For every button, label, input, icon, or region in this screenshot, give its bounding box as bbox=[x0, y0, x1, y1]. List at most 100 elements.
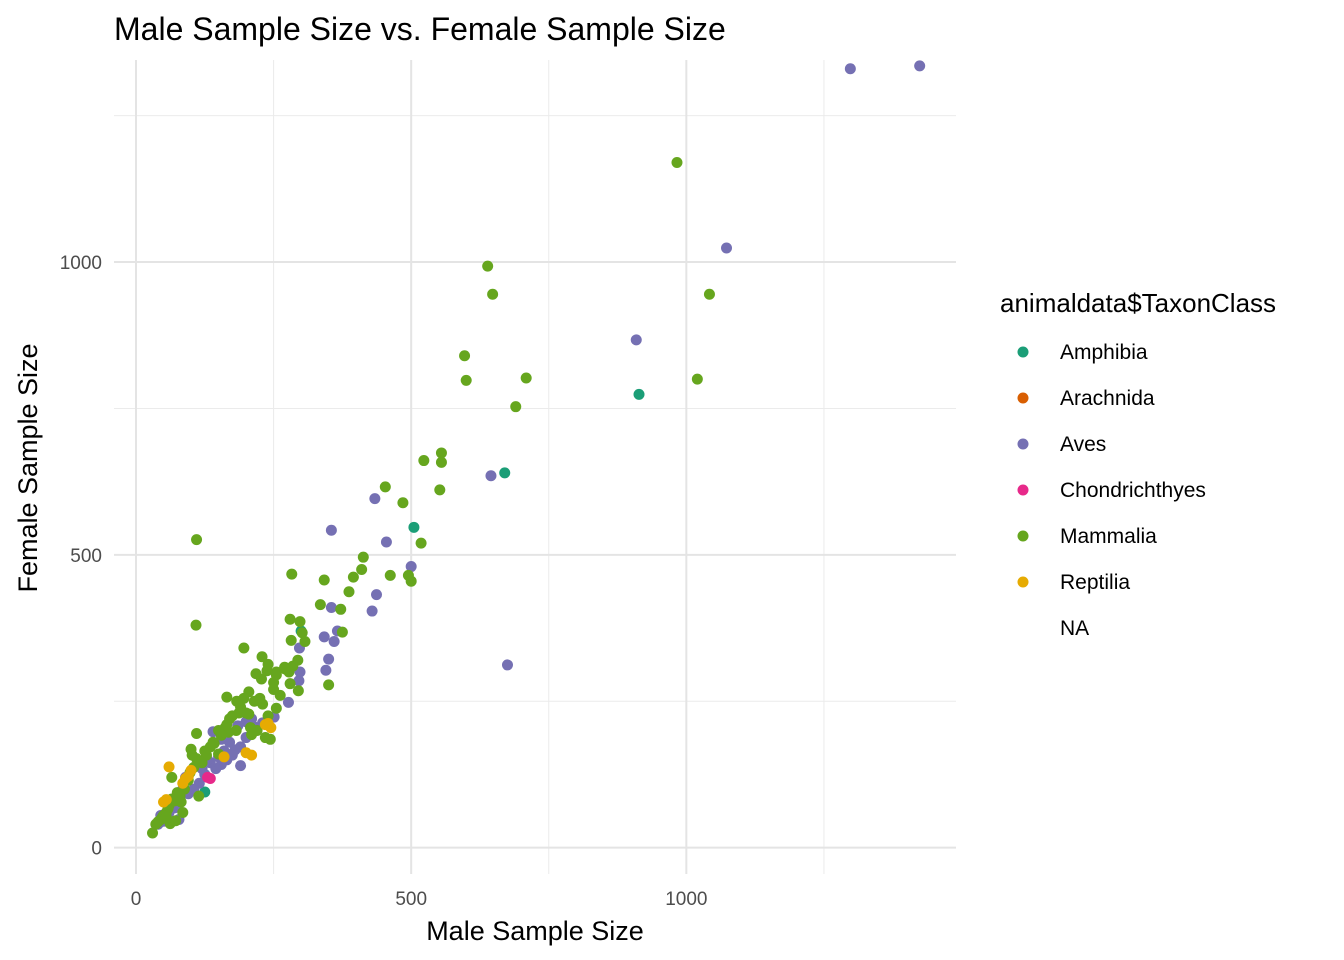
data-point bbox=[328, 636, 340, 648]
legend-key-marker bbox=[1017, 438, 1029, 450]
data-point bbox=[357, 551, 369, 563]
data-point bbox=[240, 707, 252, 719]
data-point bbox=[485, 470, 497, 482]
data-point bbox=[487, 288, 499, 300]
data-point bbox=[460, 374, 472, 386]
data-point bbox=[347, 571, 359, 583]
data-point bbox=[405, 575, 417, 587]
data-point bbox=[294, 616, 306, 628]
data-point bbox=[284, 678, 296, 690]
data-point bbox=[150, 818, 162, 830]
data-point bbox=[691, 373, 703, 385]
data-point bbox=[323, 679, 335, 691]
legend-label: Chondrichthyes bbox=[1060, 479, 1206, 502]
data-point bbox=[336, 626, 348, 638]
data-point bbox=[343, 586, 355, 598]
data-point bbox=[325, 524, 337, 536]
data-point bbox=[202, 771, 214, 783]
data-point bbox=[434, 484, 446, 496]
y-tick-label: 500 bbox=[70, 546, 102, 567]
legend-label: Amphibia bbox=[1060, 341, 1148, 364]
data-point bbox=[510, 401, 522, 413]
data-point bbox=[166, 771, 178, 783]
data-point bbox=[379, 481, 391, 493]
data-point bbox=[520, 372, 532, 384]
data-point bbox=[235, 760, 247, 772]
data-point bbox=[285, 634, 297, 646]
data-point bbox=[415, 537, 427, 549]
data-point bbox=[238, 642, 250, 654]
data-point bbox=[284, 613, 296, 625]
data-point bbox=[418, 455, 430, 467]
data-point bbox=[270, 702, 282, 714]
data-point bbox=[259, 719, 271, 731]
data-point bbox=[256, 651, 268, 663]
data-point bbox=[163, 761, 175, 773]
legend-key-marker bbox=[1017, 346, 1029, 358]
data-point bbox=[408, 521, 420, 533]
x-tick-label: 0 bbox=[131, 889, 142, 910]
data-points bbox=[147, 60, 926, 839]
legend-label: Aves bbox=[1060, 433, 1106, 456]
data-point bbox=[844, 63, 856, 75]
data-point bbox=[435, 456, 447, 468]
data-point bbox=[199, 745, 211, 757]
plot-gridlines bbox=[114, 60, 956, 874]
data-point bbox=[174, 790, 186, 802]
data-point bbox=[264, 733, 276, 745]
data-point bbox=[459, 350, 471, 362]
legend-title: animaldata$TaxonClass bbox=[1000, 288, 1276, 318]
data-point bbox=[371, 589, 383, 601]
y-axis-tick-labels: 0 500 1000 bbox=[60, 253, 102, 860]
data-point bbox=[186, 749, 198, 761]
data-point bbox=[369, 493, 381, 505]
data-point bbox=[270, 669, 282, 681]
legend-label: Arachnida bbox=[1060, 387, 1155, 410]
data-point bbox=[282, 696, 294, 708]
legend-key-marker bbox=[1017, 392, 1029, 404]
data-point bbox=[244, 722, 256, 734]
data-point bbox=[397, 497, 409, 509]
data-point bbox=[314, 599, 326, 611]
data-point bbox=[435, 447, 447, 459]
data-point bbox=[224, 736, 236, 748]
legend-label: Reptilia bbox=[1060, 571, 1130, 594]
data-point bbox=[501, 659, 513, 671]
data-point bbox=[318, 631, 330, 643]
data-point bbox=[158, 796, 170, 808]
legend: Amphibia Arachnida Aves Chondrichthyes Mamma… bbox=[1017, 341, 1206, 640]
legend-key-marker bbox=[1017, 576, 1029, 588]
data-point bbox=[170, 815, 182, 827]
data-point bbox=[405, 561, 417, 573]
data-point bbox=[250, 668, 262, 680]
x-tick-label: 500 bbox=[395, 889, 427, 910]
data-point bbox=[335, 603, 347, 615]
data-point bbox=[356, 563, 368, 575]
y-tick-label: 1000 bbox=[60, 253, 102, 274]
data-point bbox=[292, 685, 304, 697]
data-point bbox=[262, 710, 274, 722]
data-point bbox=[191, 534, 203, 546]
data-point bbox=[721, 242, 733, 254]
data-point bbox=[254, 692, 266, 704]
data-point bbox=[323, 653, 335, 665]
legend-label: Mammalia bbox=[1060, 525, 1157, 548]
data-point bbox=[240, 747, 252, 759]
data-point bbox=[703, 288, 715, 300]
data-point bbox=[482, 260, 494, 272]
data-point bbox=[218, 751, 230, 763]
data-point bbox=[190, 619, 202, 631]
x-tick-label: 1000 bbox=[665, 889, 707, 910]
legend-key-marker bbox=[1017, 530, 1029, 542]
data-point bbox=[268, 684, 280, 696]
data-point bbox=[325, 602, 337, 614]
data-point bbox=[147, 827, 159, 839]
data-point bbox=[630, 334, 642, 346]
data-point bbox=[366, 605, 378, 617]
data-point bbox=[226, 710, 238, 722]
data-point bbox=[215, 729, 227, 741]
data-point bbox=[320, 664, 332, 676]
chart-title: Male Sample Size vs. Female Sample Size bbox=[114, 11, 726, 47]
y-axis-title: Female Sample Size bbox=[13, 343, 43, 592]
